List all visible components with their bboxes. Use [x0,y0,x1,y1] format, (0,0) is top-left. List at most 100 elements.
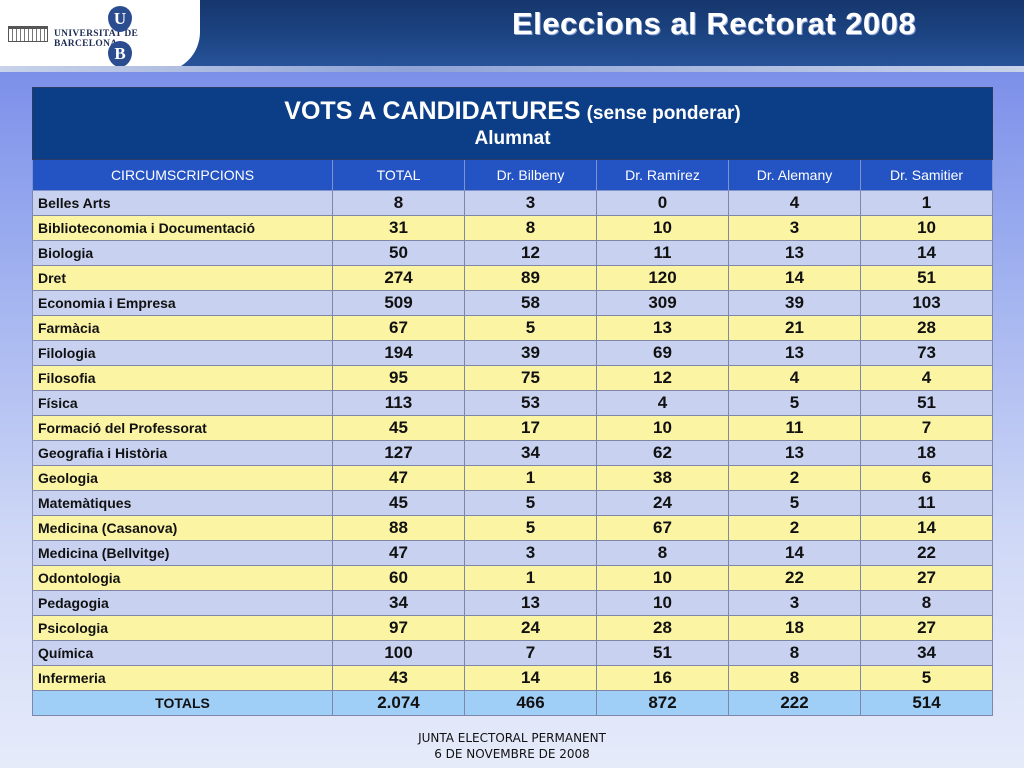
circumscription-name: Matemàtiques [32,490,333,516]
vote-cell: 11 [596,240,729,266]
circumscription-name: Medicina (Bellvitge) [32,540,333,566]
table-row: Biologia 50 12 11 13 14 [32,240,994,266]
results-table: VOTS A CANDIDATURES (sense ponderar) Alum… [31,87,994,716]
vote-cell: 100 [332,640,465,666]
vote-cell: 69 [596,340,729,366]
table-row: Física 113 53 4 5 51 [32,390,994,416]
vote-cell: 89 [464,265,597,291]
table-row: Odontologia 60 1 10 22 27 [32,565,994,591]
vote-cell: 62 [596,440,729,466]
vote-cell: 3 [728,590,861,616]
vote-cell: 13 [728,340,861,366]
results-table-container: VOTS A CANDIDATURES (sense ponderar) Alum… [31,87,994,716]
vote-cell: 5 [464,515,597,541]
table-row: Filosofia 95 75 12 4 4 [32,365,994,391]
building-icon [8,26,48,42]
column-header: Dr. Alemany [728,159,861,191]
vote-cell: 5 [859,665,994,691]
vote-cell: 5 [464,490,597,516]
totals-cell: 466 [464,690,597,716]
vote-cell: 1 [859,190,994,216]
circumscription-name: Física [32,390,333,416]
vote-cell: 47 [332,540,465,566]
circumscription-name: Economia i Empresa [32,290,333,316]
column-header: Dr. Bilbeny [464,159,597,191]
vote-cell: 10 [596,415,729,441]
circumscription-name: Geografia i Història [32,440,333,466]
column-header: CIRCUMSCRIPCIONS [32,159,333,191]
table-row: Infermeria 43 14 16 8 5 [32,665,994,691]
vote-cell: 53 [464,390,597,416]
vote-cell: 95 [332,365,465,391]
vote-cell: 4 [728,365,861,391]
table-row: Psicologia 97 24 28 18 27 [32,615,994,641]
totals-cell: 222 [728,690,861,716]
totals-cell: 514 [859,690,994,716]
vote-cell: 16 [596,665,729,691]
vote-cell: 4 [728,190,861,216]
vote-cell: 4 [596,390,729,416]
vote-cell: 51 [859,390,994,416]
table-title-main: VOTS A CANDIDATURES [284,97,581,125]
vote-cell: 47 [332,465,465,491]
vote-cell: 10 [596,590,729,616]
circumscription-name: Pedagogia [32,590,333,616]
vote-cell: 45 [332,490,465,516]
vote-cell: 67 [596,515,729,541]
vote-cell: 3 [728,215,861,241]
vote-cell: 13 [464,590,597,616]
vote-cell: 27 [859,565,994,591]
vote-cell: 8 [332,190,465,216]
vote-cell: 0 [596,190,729,216]
table-title: VOTS A CANDIDATURES (sense ponderar) Alum… [31,87,994,160]
vote-cell: 509 [332,290,465,316]
vote-cell: 8 [728,665,861,691]
vote-cell: 17 [464,415,597,441]
vote-cell: 14 [728,540,861,566]
vote-cell: 39 [728,290,861,316]
vote-cell: 34 [859,640,994,666]
vote-cell: 103 [859,290,994,316]
vote-cell: 31 [332,215,465,241]
shield-u-icon: U [108,6,132,32]
vote-cell: 8 [596,540,729,566]
vote-cell: 2 [728,465,861,491]
vote-cell: 14 [464,665,597,691]
column-header-row: CIRCUMSCRIPCIONS TOTAL Dr. Bilbeny Dr. R… [32,159,994,191]
circumscription-name: Formació del Professorat [32,415,333,441]
vote-cell: 51 [859,265,994,291]
table-row: Belles Arts 8 3 0 4 1 [32,190,994,216]
vote-cell: 13 [728,240,861,266]
totals-label: TOTALS [32,690,333,716]
vote-cell: 10 [596,215,729,241]
vote-cell: 11 [728,415,861,441]
circumscription-name: Infermeria [32,665,333,691]
circumscription-name: Medicina (Casanova) [32,515,333,541]
circumscription-name: Farmàcia [32,315,333,341]
vote-cell: 51 [596,640,729,666]
vote-cell: 127 [332,440,465,466]
table-title-group: Alumnat [474,128,551,149]
vote-cell: 24 [596,490,729,516]
vote-cell: 75 [464,365,597,391]
table-row: Matemàtiques 45 5 24 5 11 [32,490,994,516]
footer-line-2: 6 DE NOVEMBRE DE 2008 [434,747,590,761]
vote-cell: 22 [859,540,994,566]
table-row: Medicina (Bellvitge) 47 3 8 14 22 [32,540,994,566]
circumscription-name: Odontologia [32,565,333,591]
vote-cell: 309 [596,290,729,316]
vote-cell: 43 [332,665,465,691]
vote-cell: 113 [332,390,465,416]
totals-cell: 2.074 [332,690,465,716]
circumscription-name: Biblioteconomia i Documentació [32,215,333,241]
vote-cell: 38 [596,465,729,491]
vote-cell: 13 [728,440,861,466]
vote-cell: 5 [728,390,861,416]
circumscription-name: Filologia [32,340,333,366]
vote-cell: 11 [859,490,994,516]
vote-cell: 34 [464,440,597,466]
table-row: Dret 274 89 120 14 51 [32,265,994,291]
vote-cell: 50 [332,240,465,266]
vote-cell: 7 [859,415,994,441]
vote-cell: 88 [332,515,465,541]
